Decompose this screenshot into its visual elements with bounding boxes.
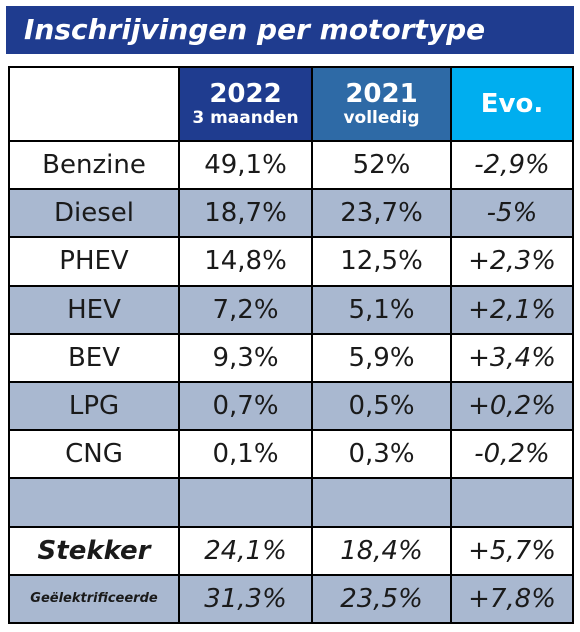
value-evo: +3,4%: [450, 332, 574, 383]
value-2022: 0,7%: [178, 380, 313, 432]
table-row-stekker: Stekker 24,1% 18,4% +5,7%: [8, 525, 574, 576]
value-2021: [311, 477, 452, 528]
value-2021: 0,5%: [311, 380, 452, 432]
row-label: PHEV: [8, 236, 180, 287]
row-label: [8, 477, 180, 528]
value-evo: -2,9%: [450, 139, 574, 191]
value-2022: 24,1%: [178, 525, 313, 576]
value-2021: 5,1%: [311, 284, 452, 335]
value-evo: +7,8%: [450, 573, 574, 624]
row-label: Diesel: [8, 188, 180, 239]
table-row-hev: HEV 7,2% 5,1% +2,1%: [8, 284, 574, 335]
value-2021: 12,5%: [311, 236, 452, 287]
row-label: LPG: [8, 380, 180, 432]
table-row-lpg: LPG 0,7% 0,5% +0,2%: [8, 380, 574, 432]
value-evo: +2,1%: [450, 284, 574, 335]
row-label: Geëlektrificeerde: [8, 573, 180, 624]
table-row-phev: PHEV 14,8% 12,5% +2,3%: [8, 236, 574, 287]
value-evo: -5%: [450, 188, 574, 239]
value-2021: 18,4%: [311, 525, 452, 576]
title-bar: Inschrijvingen per motortype: [6, 6, 574, 54]
value-evo: -0,2%: [450, 429, 574, 480]
value-evo: +0,2%: [450, 380, 574, 432]
value-2021: 23,5%: [311, 573, 452, 624]
value-2022: 9,3%: [178, 332, 313, 383]
value-evo: +5,7%: [450, 525, 574, 576]
header-2021-period: volledig: [343, 108, 420, 128]
value-2021: 0,3%: [311, 429, 452, 480]
table-row-bev: BEV 9,3% 5,9% +3,4%: [8, 332, 574, 383]
row-label: HEV: [8, 284, 180, 335]
table-row-cng: CNG 0,1% 0,3% -0,2%: [8, 429, 574, 480]
value-2021: 5,9%: [311, 332, 452, 383]
header-evo: Evo.: [450, 66, 574, 142]
header-2022-period: 3 maanden: [192, 108, 299, 128]
data-table: 2022 3 maanden 2021 volledig Evo. Benzin…: [8, 66, 574, 624]
value-2022: 31,3%: [178, 573, 313, 624]
header-blank-cell: [8, 66, 180, 142]
value-2022: 18,7%: [178, 188, 313, 239]
header-2022: 2022 3 maanden: [178, 66, 313, 142]
row-label: CNG: [8, 429, 180, 480]
row-label: Benzine: [8, 139, 180, 191]
header-2022-year: 2022: [209, 79, 282, 109]
value-2022: 0,1%: [178, 429, 313, 480]
table-row-benzine: Benzine 49,1% 52% -2,9%: [8, 139, 574, 191]
value-2022: 14,8%: [178, 236, 313, 287]
page-title: Inschrijvingen per motortype: [24, 13, 486, 46]
value-2021: 23,7%: [311, 188, 452, 239]
table-row-diesel: Diesel 18,7% 23,7% -5%: [8, 188, 574, 239]
value-2022: [178, 477, 313, 528]
value-2022: 7,2%: [178, 284, 313, 335]
header-2021: 2021 volledig: [311, 66, 452, 142]
header-2021-year: 2021: [345, 79, 418, 109]
value-2021: 52%: [311, 139, 452, 191]
table-row-empty: [8, 477, 574, 528]
value-evo: +2,3%: [450, 236, 574, 287]
row-label: Stekker: [8, 525, 180, 576]
header-evo-label: Evo.: [480, 89, 544, 119]
value-2022: 49,1%: [178, 139, 313, 191]
row-label: BEV: [8, 332, 180, 383]
table-row-geelektrificeerde: Geëlektrificeerde 31,3% 23,5% +7,8%: [8, 573, 574, 624]
header-row: 2022 3 maanden 2021 volledig Evo.: [8, 66, 574, 142]
value-evo: [450, 477, 574, 528]
